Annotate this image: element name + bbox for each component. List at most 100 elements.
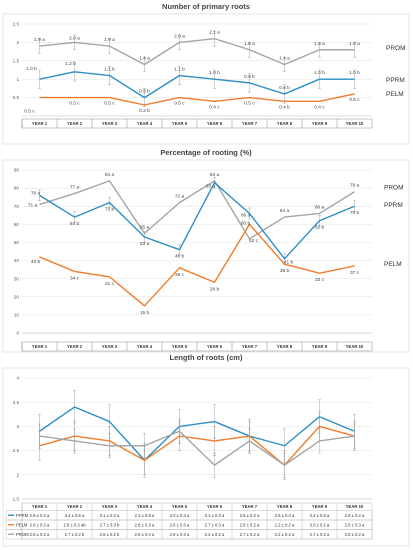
series-line-pelm bbox=[39, 223, 355, 307]
x-category-label: YEAR 7 bbox=[242, 504, 258, 509]
x-category-label: YEAR 4 bbox=[137, 504, 153, 509]
y-tick-label: 2.5 bbox=[13, 448, 20, 453]
x-category-label: YEAR 5 bbox=[172, 121, 188, 126]
data-label-prom: 84 a bbox=[105, 172, 115, 178]
data-label-prom: 78 a bbox=[350, 183, 360, 189]
chart-panel-1: Number of primary roots 0.5 1 1.5 2 2.5 YEAR 1… bbox=[2, 2, 410, 145]
data-label-pelm: 0.5 c bbox=[174, 101, 185, 107]
data-label-prom: 55 a bbox=[140, 224, 150, 230]
data-label-pprm: 1.2 b bbox=[65, 61, 76, 67]
table-cell: 2.3 ± 0.8 a bbox=[135, 513, 155, 518]
data-label-pprm: 64 b bbox=[70, 221, 80, 227]
chart-title: Number of primary roots bbox=[162, 2, 250, 11]
data-label-pelm: 0.4 b bbox=[279, 104, 290, 110]
data-label-pelm: 31 c bbox=[105, 281, 115, 287]
data-label-pprm: 0.9 b bbox=[244, 74, 255, 80]
table-cell: 2.7 ± 0.2 b bbox=[65, 532, 85, 537]
table-cell: 2.6 ± 0.4 a bbox=[135, 532, 155, 537]
data-label-prom: 1.4 a bbox=[139, 55, 150, 61]
data-label-pprm: 1.0 b bbox=[349, 70, 360, 76]
chart-panel-3: Length of roots (cm) 1.5 2 2.5 3 3.5 4 YEAR 1 YE… bbox=[2, 353, 410, 547]
y-tick-label: 90 bbox=[14, 168, 20, 173]
data-label-pelm: 0.3 b bbox=[139, 108, 150, 114]
x-category-label: YEAR 10 bbox=[346, 121, 364, 126]
y-tick-label: 2 bbox=[16, 472, 19, 477]
data-label-pelm: 60 b bbox=[241, 220, 251, 226]
table-cell: 3.4 ± 0.5 a bbox=[65, 513, 85, 518]
x-category-label: YEAR 8 bbox=[277, 344, 293, 349]
table-row bbox=[5, 529, 373, 540]
x-category-label: YEAR 10 bbox=[346, 504, 364, 509]
data-label-pprm: 72 b bbox=[105, 207, 115, 213]
data-label-pprm: 0.5 b bbox=[139, 89, 150, 95]
data-label-pelm: 0.6 c bbox=[349, 97, 360, 103]
legend-label-pprm: PPRM bbox=[384, 202, 403, 209]
x-category-label: YEAR 5 bbox=[172, 344, 188, 349]
table-series-label-prom: PROM bbox=[16, 532, 29, 537]
data-label-pelm: 15 b bbox=[140, 310, 150, 316]
series-line-pelm bbox=[39, 425, 355, 466]
table-cell: 2.6 ± 0.3 a bbox=[135, 522, 155, 527]
table-cell: 2.7 ± 0.3 a bbox=[205, 522, 225, 527]
series-line-prom bbox=[39, 38, 355, 66]
x-category-label: YEAR 10 bbox=[346, 344, 364, 349]
chart-title: Percentage of rooting (%) bbox=[160, 148, 252, 157]
y-tick-label: 2.5 bbox=[13, 22, 20, 27]
x-category-label: YEAR 1 bbox=[32, 504, 48, 509]
data-label-pelm: 0.5 c bbox=[69, 101, 80, 107]
table-cell: 2.8 ± 0.3 a bbox=[170, 522, 190, 527]
data-label-pelm: 28 b bbox=[210, 286, 220, 292]
data-label-prom: 52 c bbox=[249, 238, 259, 244]
chart-title: Length of roots (cm) bbox=[170, 353, 243, 362]
x-category-label: YEAR 1 bbox=[32, 344, 48, 349]
table-series-label-pelm: PELM bbox=[16, 522, 28, 527]
x-category-label: YEAR 6 bbox=[207, 344, 223, 349]
table-cell: 2.2 ± 0.2 a bbox=[275, 532, 295, 537]
data-label-pelm: 37 c bbox=[350, 270, 360, 276]
x-category-label: YEAR 2 bbox=[67, 344, 83, 349]
data-label-pelm: 0.4 c bbox=[314, 104, 325, 110]
table-series-label-pprm: PPRM bbox=[16, 513, 29, 518]
data-label-pprm: 66 a bbox=[241, 212, 251, 218]
data-label-pprm: 0.6 b bbox=[279, 85, 290, 91]
x-category-label: YEAR 3 bbox=[102, 504, 118, 509]
y-tick-label: 3.5 bbox=[13, 400, 20, 405]
data-label-prom: 77 a bbox=[70, 185, 80, 191]
x-category-label: YEAR 8 bbox=[277, 121, 293, 126]
table-cell: 2.8 ± 0.3 ab bbox=[63, 522, 86, 527]
x-category-label: YEAR 3 bbox=[102, 344, 118, 349]
data-label-prom: 1.9 a bbox=[104, 37, 115, 43]
x-category-label: YEAR 5 bbox=[172, 504, 188, 509]
x-category-label: YEAR 6 bbox=[207, 504, 223, 509]
data-label-pprm: 76 a bbox=[31, 190, 41, 196]
y-tick-label: 70 bbox=[14, 204, 20, 209]
data-label-pprm: 1.1 b bbox=[104, 67, 115, 73]
table-cell: 2.8 ± 0.2 a bbox=[240, 522, 260, 527]
legend-label-pprm: PPRM bbox=[386, 77, 405, 84]
data-label-pelm: 36 c bbox=[175, 272, 185, 278]
data-label-prom: 2.0 a bbox=[174, 33, 185, 39]
data-label-prom: 1.4 a bbox=[279, 55, 290, 61]
data-label-pprm: 46 b bbox=[175, 254, 185, 260]
chart-frame bbox=[2, 159, 410, 353]
table-cell: 2.2 ± 0.2 a bbox=[205, 532, 225, 537]
table-cell: 2.8 ± 0.2 a bbox=[240, 513, 260, 518]
y-tick-label: 50 bbox=[14, 240, 20, 245]
data-label-prom: 66 a bbox=[315, 204, 325, 210]
y-tick-label: 40 bbox=[14, 258, 20, 263]
series-line-prom bbox=[39, 180, 355, 240]
legend-label-pelm: PELM bbox=[386, 91, 404, 98]
series-line-pprm bbox=[39, 71, 355, 99]
data-label-pelm: 33 c bbox=[315, 277, 325, 283]
chart-panel-2: Percentage of rooting (%) 0 10 20 30 40 50 60 70… bbox=[2, 148, 410, 353]
table-cell: 3.0 ± 0.1 a bbox=[310, 522, 330, 527]
data-label-pelm: 0.4 c bbox=[209, 104, 220, 110]
x-category-label: YEAR 6 bbox=[207, 121, 223, 126]
data-label-prom: 1.9 a bbox=[34, 37, 45, 43]
data-label-pprm: 53 a bbox=[140, 241, 150, 247]
table-cell: 2.9 ± 0.3 a bbox=[170, 532, 190, 537]
x-category-label: YEAR 2 bbox=[67, 504, 83, 509]
table-cell: 2.9 ± 0.2 a bbox=[345, 513, 365, 518]
series-line-pprm bbox=[39, 406, 355, 461]
